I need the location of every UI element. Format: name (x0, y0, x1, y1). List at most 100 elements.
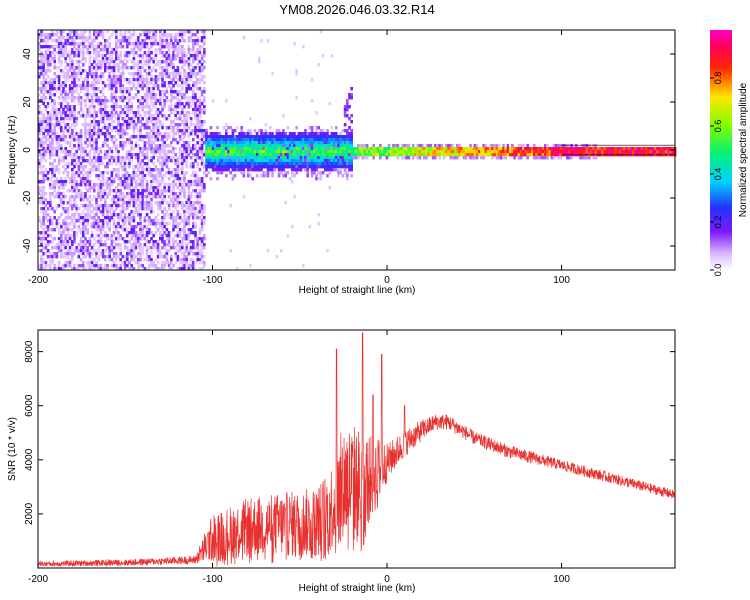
spectrogram-cell (277, 144, 281, 148)
spectrogram-cell (242, 138, 246, 142)
spectrogram-cell (44, 135, 48, 139)
spectrogram-cell (313, 138, 316, 142)
spectrogram-cell (277, 141, 281, 145)
spectrogram-cell (183, 234, 186, 238)
spectrogram-cell (152, 264, 155, 268)
spectrogram-cell (97, 189, 100, 193)
spectrogram-cell (79, 192, 83, 196)
spectrogram-cell (84, 171, 87, 175)
spectrogram-cell (163, 102, 166, 106)
spectrogram-cell (112, 246, 116, 250)
spectrogram-cell (137, 63, 140, 67)
spectrogram-cell (319, 162, 323, 166)
spectrogram-cell (330, 54, 334, 58)
spectrogram-cell (150, 81, 153, 85)
spectrogram-cell (409, 150, 413, 154)
spectrogram-cell (84, 183, 87, 187)
spectrogram-cell (273, 141, 276, 145)
spectrogram-cell (64, 153, 67, 157)
spectrogram-cell (194, 114, 197, 118)
spectrogram-cell (414, 153, 417, 157)
spectrogram-cell (110, 69, 114, 73)
spectrogram-cell (225, 174, 228, 178)
spectrogram-cell (84, 153, 87, 157)
spectrogram-cell (275, 141, 279, 145)
spectrogram-cell (167, 231, 171, 235)
spectrogram-cell (141, 138, 144, 142)
spectrogram-cell (90, 138, 94, 142)
spectrogram-cell (297, 141, 301, 145)
spectrogram-cell (117, 237, 120, 241)
spectrogram-cell (121, 228, 125, 232)
spectrogram-cell (282, 150, 285, 154)
spectrogram-cell (196, 120, 199, 124)
spectrogram-cell (148, 57, 151, 61)
spectrogram-cell (57, 78, 61, 82)
spectrogram-cell (183, 105, 186, 109)
spectrogram-cell (60, 33, 63, 37)
spectrogram-cell (44, 252, 48, 256)
spectrogram-cell (97, 186, 100, 190)
spectrogram-cell (163, 30, 166, 34)
spectrogram-cell (187, 48, 191, 52)
spectrogram-cell (350, 132, 353, 136)
spectrogram-cell (110, 189, 114, 193)
spectrogram-cell (99, 252, 103, 256)
spectrogram-cell (108, 135, 111, 139)
spectrogram-cell (165, 42, 169, 46)
spectrogram-cell (240, 144, 243, 148)
spectrogram-cell (154, 186, 158, 190)
spectrogram-cell (141, 207, 144, 211)
spectrogram-cell (183, 135, 186, 139)
spectrogram-cell (187, 78, 191, 82)
spectrogram-cell (51, 246, 54, 250)
spectrogram-cell (282, 132, 285, 136)
spectrogram-cell (170, 54, 173, 58)
spectrogram-cell (71, 66, 74, 70)
spectrogram-cell (73, 183, 76, 187)
spectrogram-cell (225, 150, 228, 154)
spectrogram-cell (159, 249, 162, 253)
spectrogram-cell (203, 186, 206, 190)
spectrogram-cell (141, 123, 144, 127)
spectrogram-cell (165, 210, 169, 214)
spectrogram-cell (66, 72, 70, 76)
spectrogram-cell (335, 162, 338, 166)
spectrogram-cell (71, 189, 74, 193)
spectrogram-cell (68, 180, 72, 184)
spectrogram-cell (150, 42, 153, 46)
spectrogram-cell (152, 132, 155, 136)
spectrogram-cell (130, 159, 133, 163)
spectrogram-cell (176, 105, 180, 109)
spectrogram-cell (121, 210, 125, 214)
spectrogram-cell (88, 93, 92, 97)
spectrogram-cell (42, 96, 45, 100)
spectrogram-cell (244, 138, 248, 142)
spectrogram-cell (163, 195, 166, 199)
spectrogram-cell (280, 132, 283, 136)
spectrogram-cell (57, 42, 61, 46)
spectrogram-cell (40, 141, 43, 145)
spectrogram-cell (38, 135, 41, 139)
spectrogram-cell (187, 96, 191, 100)
spectrogram-cell (310, 126, 314, 130)
spectrogram-cell (51, 255, 54, 259)
spectrogram-cell (156, 150, 160, 154)
spectrogram-cell (53, 267, 56, 271)
spectrogram-cell (66, 255, 70, 259)
spectrogram-cell (161, 246, 164, 250)
spectrogram-cell (220, 153, 224, 157)
spectrogram-cell (145, 201, 149, 205)
spectrogram-cell (71, 258, 74, 262)
spectrogram-cell (203, 111, 206, 115)
spectrogram-cell (170, 174, 173, 178)
spectrogram-cell (75, 75, 78, 79)
spectrogram-cell (271, 132, 274, 136)
spectrogram-cell (130, 147, 133, 151)
spectrogram-cell (68, 249, 72, 253)
spectrogram-cell (101, 222, 105, 226)
spectrogram-cell (55, 33, 59, 37)
spectrogram-cell (88, 141, 92, 145)
spectrogram-cell (49, 69, 52, 73)
spectrogram-cell (84, 225, 87, 229)
